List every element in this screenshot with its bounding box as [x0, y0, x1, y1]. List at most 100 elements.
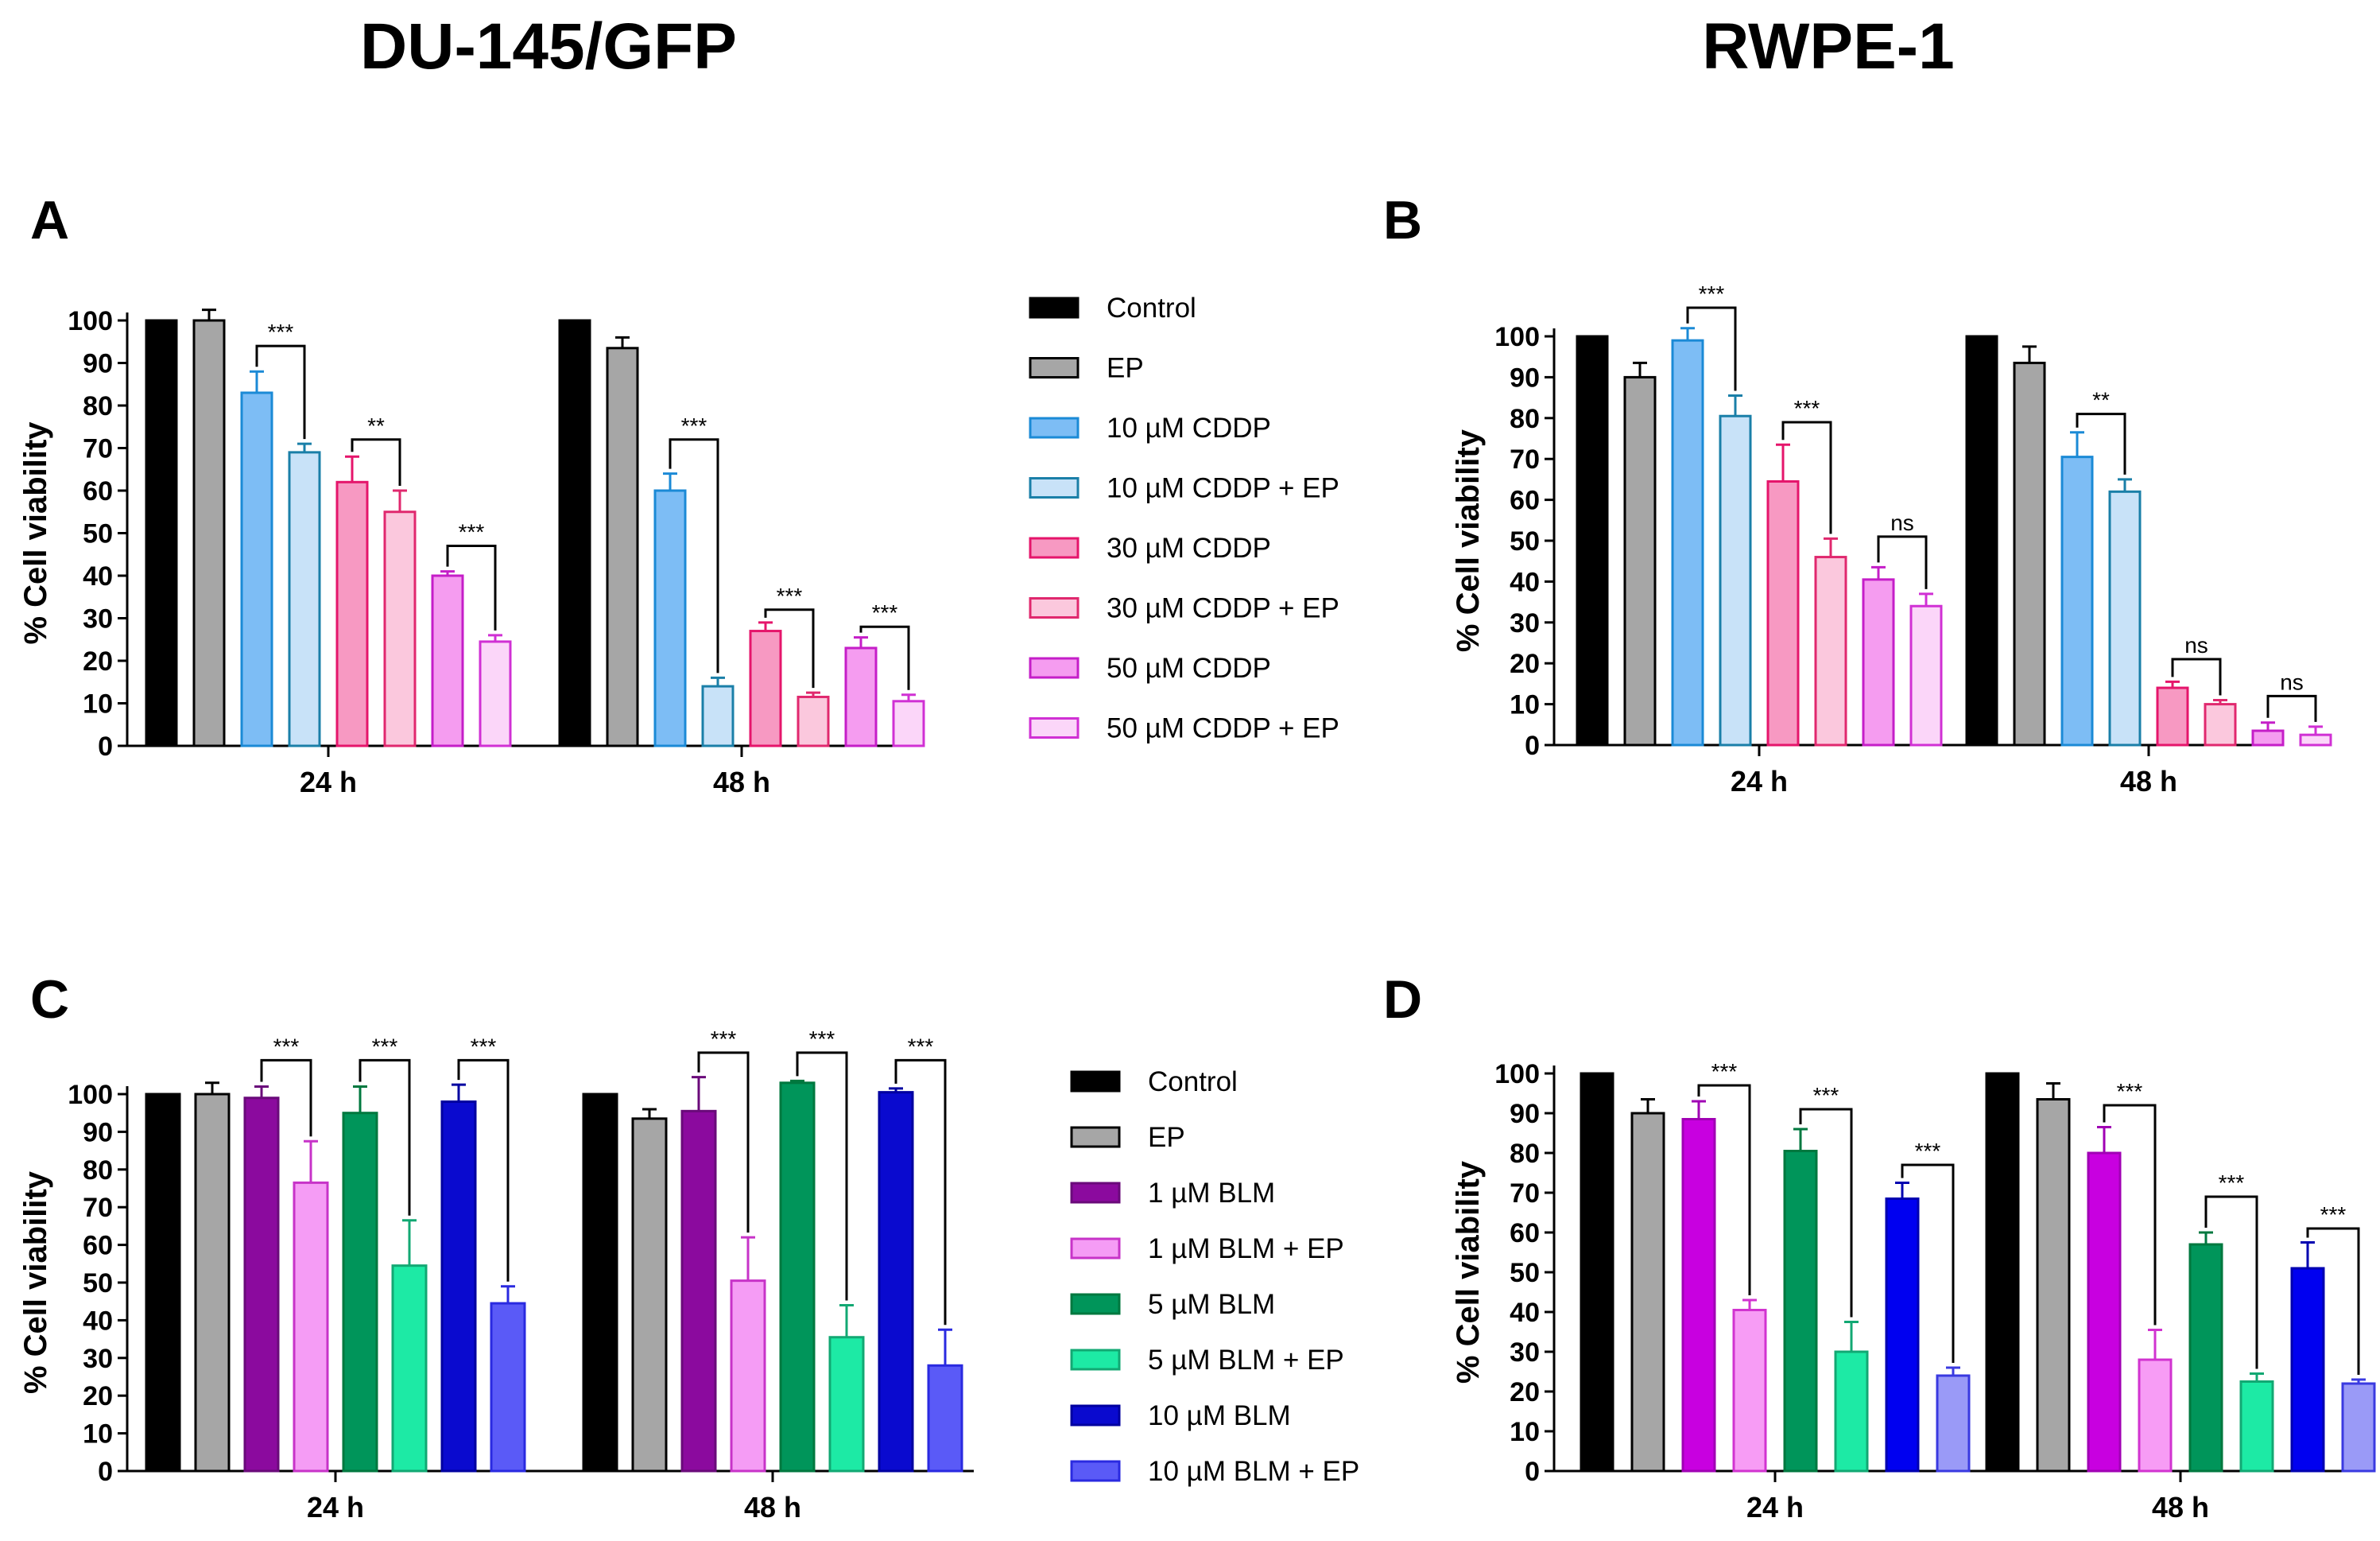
y-tick-label: 100	[1494, 322, 1540, 352]
y-tick-label: 20	[83, 1381, 113, 1411]
significance-bracket	[1781, 421, 1832, 534]
y-tick-label: 100	[1494, 1059, 1540, 1089]
legend-label: 30 µM CDDP + EP	[1107, 593, 1339, 624]
y-tick-label: 20	[83, 646, 113, 677]
significance-bracket	[1877, 535, 1928, 589]
significance-bracket	[1901, 1163, 1955, 1363]
bar	[2108, 490, 2142, 747]
legend-swatch	[1070, 1070, 1121, 1093]
bar	[383, 510, 417, 747]
significance-label: **	[2092, 388, 2110, 413]
x-category-label: 48 h	[744, 1491, 801, 1524]
bar	[2251, 729, 2285, 747]
y-tick-label: 70	[83, 1193, 113, 1223]
bar	[1576, 335, 1609, 747]
bar	[1671, 339, 1704, 747]
bar	[828, 1336, 865, 1473]
legend-label: 10 µM BLM + EP	[1148, 1456, 1359, 1487]
chart-c: 0 10 20 30 40 50 60 70 80 90 100 % Cell viability 24…	[18, 1027, 974, 1524]
y-tick-label: 50	[83, 519, 113, 549]
y-tick-label: 0	[1525, 731, 1540, 761]
significance-label: ***	[459, 520, 485, 545]
y-tick-label: 40	[1510, 1298, 1540, 1328]
bar	[2060, 456, 2094, 747]
bar	[1681, 1118, 1716, 1473]
legend-label: 1 µM BLM	[1148, 1178, 1275, 1209]
bar	[490, 1302, 526, 1473]
legend-label: 10 µM CDDP + EP	[1107, 473, 1339, 504]
legend-swatch	[1070, 1460, 1121, 1482]
y-tick-label: 30	[83, 604, 113, 635]
y-tick-label: 30	[1510, 608, 1540, 639]
significance-bracket	[1686, 306, 1737, 391]
y-tick-label: 70	[1510, 444, 1540, 475]
bar	[631, 1117, 668, 1473]
y-tick-label: 60	[83, 476, 113, 507]
y-tick-label: 80	[1510, 1139, 1540, 1169]
significance-bracket	[457, 1058, 510, 1282]
bar	[479, 640, 512, 747]
significance-label: ***	[711, 1027, 737, 1051]
y-tick-label: 80	[83, 1155, 113, 1186]
legend-label: EP	[1148, 1122, 1185, 1153]
bar	[2341, 1382, 2376, 1473]
significance-label: ***	[1711, 1059, 1738, 1084]
bar	[1630, 1112, 1665, 1473]
significance-bracket	[2266, 694, 2317, 722]
significance-bracket	[796, 1051, 848, 1301]
panel-label-d: D	[1383, 969, 1422, 1030]
bar	[1862, 578, 1895, 747]
significance-label: ***	[681, 413, 707, 438]
y-tick-label: 70	[1510, 1178, 1540, 1209]
legend-swatch	[1029, 477, 1080, 499]
significance-label: ns	[1890, 510, 1914, 535]
bar	[2013, 361, 2046, 747]
significance-label: ***	[2219, 1170, 2245, 1195]
legend-label: 1 µM BLM + EP	[1148, 1233, 1344, 1264]
y-tick-label: 50	[1510, 526, 1540, 557]
bar	[779, 1081, 816, 1473]
legend-swatch	[1029, 717, 1080, 739]
legend-swatch	[1029, 597, 1080, 619]
bar	[240, 391, 273, 747]
bar	[1909, 604, 1943, 747]
significance-label: ***	[273, 1034, 300, 1058]
bar	[2204, 703, 2237, 747]
bar	[749, 630, 782, 747]
significance-label: ***	[1813, 1083, 1839, 1108]
significance-label: ***	[2320, 1202, 2347, 1227]
significance-label: ***	[872, 600, 898, 625]
bar	[1936, 1374, 1971, 1473]
legend-label: Control	[1107, 293, 1196, 324]
bar	[730, 1279, 766, 1473]
y-tick-label: 0	[98, 1457, 113, 1487]
significance-bracket	[2076, 413, 2126, 475]
y-axis-label: % Cell viability	[18, 421, 53, 645]
bar	[431, 574, 464, 747]
significance-label: ***	[1915, 1139, 1941, 1163]
significance-bracket	[697, 1051, 750, 1233]
chart-b: 0 10 20 30 40 50 60 70 80 90 100 % Cell viability 24…	[1451, 281, 2332, 798]
panel-label-a: A	[30, 190, 69, 250]
significance-bracket	[1697, 1084, 1751, 1295]
significance-label: ns	[2280, 670, 2304, 694]
significance-label: ***	[777, 584, 803, 608]
significance-label: ***	[809, 1027, 835, 1051]
bar	[1580, 1072, 1614, 1473]
bar	[1814, 556, 1847, 747]
legend-label: 50 µM CDDP + EP	[1107, 713, 1339, 744]
bar	[1834, 1350, 1869, 1473]
y-tick-label: 60	[1510, 1218, 1540, 1248]
significance-label: ***	[1699, 281, 1725, 306]
legend-label: 50 µM CDDP	[1107, 653, 1271, 684]
left-column-title: DU-145/GFP	[360, 10, 737, 83]
significance-label: **	[367, 413, 385, 438]
bar	[335, 480, 369, 747]
y-tick-label: 90	[83, 349, 113, 379]
bar	[391, 1264, 428, 1473]
bar	[1623, 375, 1657, 747]
bar	[927, 1364, 963, 1473]
y-axis-label: % Cell viability	[1451, 429, 1486, 652]
bar	[844, 646, 878, 747]
y-tick-label: 80	[83, 391, 113, 421]
